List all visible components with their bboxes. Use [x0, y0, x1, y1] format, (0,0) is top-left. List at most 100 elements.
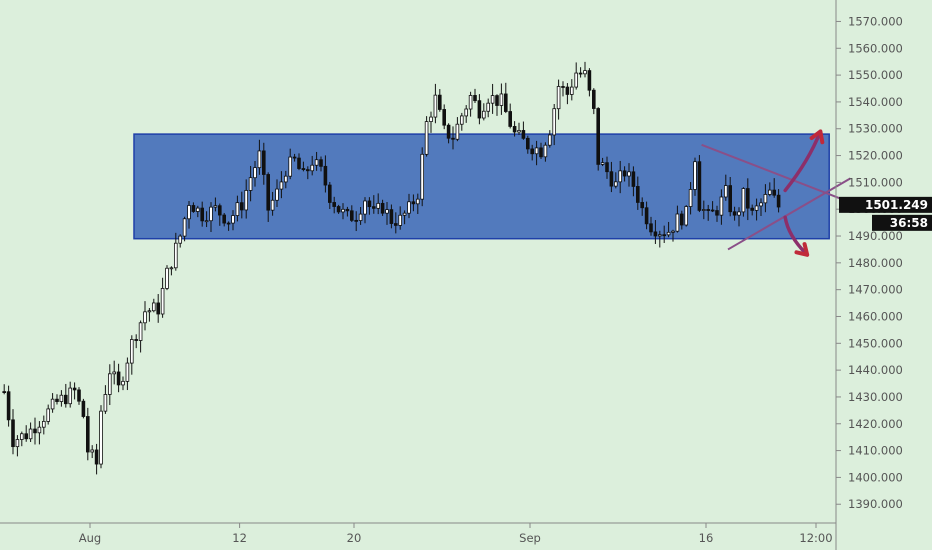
candle-body-up	[235, 202, 240, 216]
candle	[235, 195, 240, 222]
candle-body-down	[261, 150, 266, 175]
candle	[486, 98, 490, 118]
candle-body-up	[574, 72, 578, 88]
candle-body-down	[393, 223, 398, 226]
arrow-up-head	[809, 129, 825, 145]
candle	[407, 193, 411, 219]
candle	[675, 205, 680, 233]
candle-body-up	[490, 95, 495, 104]
candle	[446, 123, 451, 144]
candle-body-down	[11, 419, 15, 448]
candle-body-up	[358, 213, 363, 221]
x-axis[interactable]: Aug 12 20 Sep 16 12:00	[79, 523, 833, 545]
y-tick-label: 1460.000	[848, 309, 903, 323]
candle	[191, 202, 196, 213]
candle-body-down	[653, 231, 658, 237]
candle-body-down	[292, 156, 297, 159]
candle-body-up	[129, 339, 134, 364]
candle	[521, 121, 526, 140]
candle	[433, 83, 438, 124]
y-tick-label: 1560.000	[848, 41, 903, 55]
candle	[618, 160, 622, 194]
candle	[380, 199, 385, 216]
candle	[570, 79, 574, 101]
candle-body-down	[561, 86, 565, 88]
candle	[455, 117, 460, 142]
y-tick-label: 1480.000	[848, 256, 903, 270]
candle	[288, 148, 292, 180]
candle	[94, 443, 99, 475]
candle	[746, 178, 750, 221]
candle-body-up	[204, 220, 209, 223]
candle	[578, 67, 583, 78]
candle-body-up	[257, 150, 262, 169]
candle-body-up	[618, 170, 622, 183]
arrow-down[interactable]	[783, 215, 809, 257]
y-tick-label: 1410.000	[848, 444, 903, 458]
candle-body-down	[728, 185, 732, 213]
candle-body-up	[341, 208, 345, 213]
candle-body-down	[266, 174, 270, 211]
triangle-lower-line[interactable]	[727, 177, 851, 251]
candle-body-down	[72, 387, 77, 391]
arrow-up[interactable]	[783, 129, 823, 193]
candle-body-down	[33, 428, 37, 434]
candle-body-down	[297, 157, 301, 169]
candle-body-down	[732, 211, 737, 216]
countdown-label: 36:58	[890, 216, 928, 230]
candle	[327, 181, 332, 210]
candle-body-up	[165, 267, 169, 289]
candle	[680, 210, 684, 230]
candle	[666, 221, 671, 238]
candle	[244, 179, 249, 219]
candle-body-up	[754, 205, 759, 211]
candle-body-down	[495, 95, 499, 106]
candle	[222, 212, 227, 227]
candle	[477, 94, 482, 125]
candle	[129, 335, 134, 375]
candle-body-up	[552, 108, 556, 136]
candle-body-up	[112, 371, 117, 375]
candle-body-down	[710, 209, 715, 212]
candle-body-down	[512, 126, 517, 133]
candle	[565, 83, 570, 105]
candle	[363, 197, 367, 224]
y-tick-label: 1430.000	[848, 390, 903, 404]
y-tick-label: 1550.000	[848, 68, 903, 82]
candle	[90, 445, 95, 459]
candle	[151, 298, 156, 313]
candle-body-up	[363, 200, 367, 215]
candle	[279, 171, 284, 199]
candle	[697, 155, 702, 213]
triangle-pattern[interactable]	[701, 143, 851, 251]
candle	[772, 178, 776, 198]
candle	[768, 182, 772, 197]
candle-body-down	[473, 95, 477, 102]
projection-arrows[interactable]	[783, 129, 825, 257]
candle-body-up	[28, 428, 33, 440]
candle	[464, 105, 468, 123]
y-tick-label: 1510.000	[848, 175, 903, 189]
y-axis[interactable]: 1390.000 1400.000 1410.000 1420.000 1430.000…	[836, 14, 903, 511]
candle-body-up	[50, 398, 55, 410]
candle-body-down	[640, 202, 644, 209]
candle-body-up	[46, 408, 50, 422]
candle-body-up	[684, 206, 688, 226]
candle-body-up	[407, 201, 411, 214]
candle	[108, 364, 112, 406]
candle-body-down	[217, 205, 222, 216]
candle-body-up	[99, 410, 103, 465]
candle	[37, 421, 42, 445]
candle	[160, 277, 165, 318]
candle-body-down	[86, 416, 90, 453]
candle	[116, 363, 121, 393]
candle	[658, 230, 662, 248]
candle-body-up	[737, 211, 741, 216]
candle-body-up	[724, 185, 728, 198]
candle	[367, 197, 372, 215]
candle-body-down	[55, 398, 59, 402]
candle-body-up	[402, 212, 407, 216]
candle	[266, 172, 270, 222]
candle	[776, 189, 781, 213]
